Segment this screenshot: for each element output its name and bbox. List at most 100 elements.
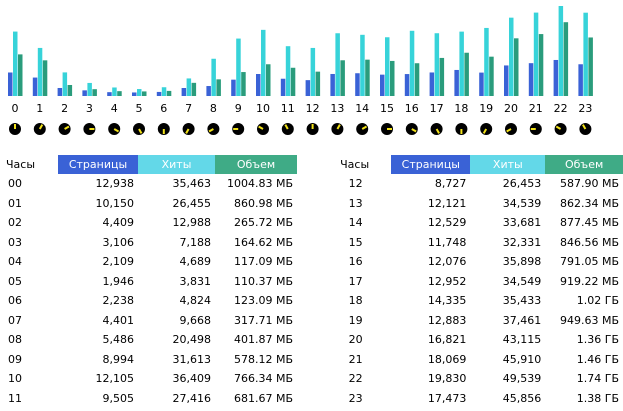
- cell-hour: 05: [8, 274, 22, 288]
- clock-icon: [58, 123, 71, 135]
- hits-bar: [434, 33, 440, 96]
- cell-hour: 22: [348, 372, 363, 386]
- clock-icon: [529, 123, 542, 135]
- volume-bar: [42, 60, 48, 96]
- cell-hour: 11: [8, 391, 22, 405]
- cell-hour: 15: [348, 235, 363, 249]
- cell-pages: 18,069: [427, 352, 467, 366]
- cell-hits: 9,668: [179, 313, 212, 327]
- pages-bar: [82, 90, 87, 96]
- hits-bar: [13, 31, 18, 96]
- pages-bar: [231, 79, 236, 96]
- cell-volume: 317.71 МБ: [233, 313, 293, 327]
- cell-hour: 17: [348, 274, 363, 288]
- hits-bar: [62, 72, 68, 96]
- volume-bar: [216, 79, 221, 96]
- cell-hour: 13: [348, 196, 363, 210]
- cell-volume: 401.87 МБ: [233, 333, 293, 347]
- table-row: 00 12,938 35,463 1004.83 МБ: [2, 174, 297, 194]
- cell-hour: 21: [348, 352, 363, 366]
- cell-hour: 16: [348, 255, 363, 269]
- cell-pages: 5,486: [102, 333, 135, 347]
- table-row: 16 12,076 35,898 791.05 МБ: [318, 252, 623, 272]
- volume-bar: [464, 52, 469, 96]
- hits-bar: [261, 29, 266, 96]
- cell-hour: 10: [8, 372, 22, 386]
- hits-bar: [310, 47, 316, 96]
- clock-icon: [430, 123, 443, 135]
- cell-hits: 33,681: [502, 216, 542, 230]
- cell-hits: 36,409: [172, 372, 212, 386]
- hour-tick-label: 12: [306, 102, 320, 115]
- volume-bar: [191, 82, 197, 96]
- cell-hits: 12,988: [172, 216, 212, 230]
- clock-icon: [108, 123, 121, 135]
- cell-hits: 37,461: [502, 313, 542, 327]
- cell-volume: 1.02 ГБ: [576, 294, 619, 308]
- pages-bar: [528, 63, 534, 96]
- cell-hour: 23: [348, 391, 363, 405]
- pages-bar: [578, 64, 583, 96]
- cell-volume: 110.37 МБ: [233, 274, 293, 288]
- hour-tick-label: 2: [61, 102, 68, 115]
- volume-bar: [67, 84, 73, 96]
- hourly-bar-chart: 0 1 2 3 4 5 6 7 8 9 10 11 12 13 14 15 16 17 18 19 20 21 22 23: [8, 6, 593, 135]
- pages-bar: [553, 59, 559, 96]
- cell-volume: 860.98 МБ: [233, 196, 293, 210]
- clock-icon: [207, 123, 220, 135]
- table-row: 04 2,109 4,689 117.09 МБ: [2, 252, 297, 272]
- hour-tick-label: 3: [86, 102, 93, 115]
- pages-bar: [32, 77, 38, 96]
- cell-hits: 3,831: [179, 274, 212, 288]
- volume-bar: [92, 89, 97, 96]
- clock-icon: [281, 123, 294, 135]
- hour-tick-label: 16: [405, 102, 419, 115]
- cell-hour: 03: [8, 235, 22, 249]
- clock-icon: [182, 123, 195, 135]
- cell-volume: 578.12 МБ: [233, 352, 293, 366]
- cell-pages: 3,106: [102, 235, 135, 249]
- cell-hour: 01: [8, 196, 22, 210]
- cell-hour: 14: [348, 216, 363, 230]
- cell-hits: 35,433: [502, 294, 542, 308]
- hits-bar: [360, 34, 365, 96]
- cell-volume: 1.46 ГБ: [576, 352, 619, 366]
- pages-bar: [355, 73, 360, 96]
- cell-volume: 117.09 МБ: [233, 255, 293, 269]
- cell-hits: 43,115: [502, 333, 542, 347]
- cell-hits: 4,689: [179, 255, 212, 269]
- cell-pages: 12,529: [427, 216, 467, 230]
- pages-bar: [156, 91, 162, 96]
- hour-tick-label: 15: [380, 102, 394, 115]
- cell-hour: 00: [8, 177, 22, 191]
- table-header-row: Часы Страницы Хиты Объем: [2, 155, 297, 174]
- pages-bar: [280, 78, 286, 96]
- cell-hits: 45,910: [502, 352, 542, 366]
- hits-bar: [509, 17, 514, 96]
- hour-tick-label: 9: [235, 102, 242, 115]
- hour-tick-label: 19: [479, 102, 493, 115]
- hour-tick-label: 7: [185, 102, 192, 115]
- header-volume: Объем: [545, 155, 623, 174]
- hits-bar: [87, 82, 92, 96]
- table-row: 01 10,150 26,455 860.98 МБ: [2, 194, 297, 214]
- hits-bar: [112, 87, 117, 96]
- cell-hits: 31,613: [172, 352, 212, 366]
- table-row: 11 9,505 27,416 681.67 МБ: [2, 389, 297, 409]
- hits-bar: [186, 78, 192, 96]
- clock-icon: [505, 123, 517, 135]
- cell-hits: 49,539: [502, 372, 542, 386]
- cell-volume: 846.56 МБ: [559, 235, 619, 249]
- table-row: 12 8,727 26,453 587.90 МБ: [318, 174, 623, 194]
- cell-volume: 862.34 МБ: [559, 196, 619, 210]
- cell-hits: 34,549: [502, 274, 542, 288]
- cell-pages: 17,473: [427, 391, 467, 405]
- cell-hour: 20: [348, 333, 363, 347]
- hour-tick-label: 11: [281, 102, 295, 115]
- cell-hits: 26,455: [172, 196, 212, 210]
- hits-bar: [161, 87, 167, 96]
- table-row: 02 4,409 12,988 265.72 МБ: [2, 213, 297, 233]
- header-pages: Страницы: [391, 155, 471, 174]
- table-row: 05 1,946 3,831 110.37 МБ: [2, 272, 297, 292]
- clock-icon: [405, 123, 418, 135]
